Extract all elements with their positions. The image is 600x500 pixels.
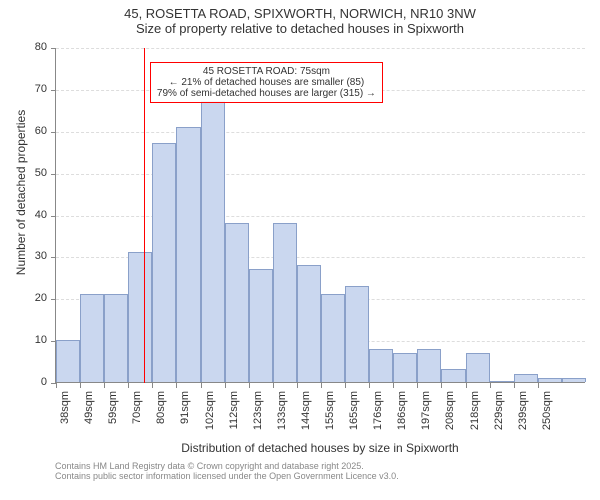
chart-title: 45, ROSETTA ROAD, SPIXWORTH, NORWICH, NR…	[0, 6, 600, 36]
histogram-bar	[56, 340, 80, 382]
x-tick	[80, 383, 81, 388]
x-tick-label: 59sqm	[107, 391, 119, 441]
x-tick-label: 197sqm	[420, 391, 432, 441]
x-tick	[321, 383, 322, 388]
x-tick-label: 112sqm	[228, 391, 240, 441]
y-tick	[51, 132, 56, 133]
x-tick-label: 70sqm	[131, 391, 143, 441]
marker-annotation: 45 ROSETTA ROAD: 75sqm← 21% of detached …	[150, 62, 383, 103]
attribution-line-2: Contains public sector information licen…	[55, 471, 399, 481]
histogram-bar	[273, 223, 297, 382]
x-tick-label: 218sqm	[469, 391, 481, 441]
x-tick	[490, 383, 491, 388]
histogram-bar	[297, 265, 321, 382]
y-tick-label: 60	[35, 125, 47, 137]
y-tick-label: 40	[35, 209, 47, 221]
x-tick	[466, 383, 467, 388]
histogram-bar	[562, 378, 586, 382]
x-tick-label: 208sqm	[444, 391, 456, 441]
x-tick	[345, 383, 346, 388]
x-tick	[441, 383, 442, 388]
x-tick-label: 49sqm	[83, 391, 95, 441]
y-tick	[51, 299, 56, 300]
grid-line	[56, 132, 585, 133]
x-tick-label: 91sqm	[179, 391, 191, 441]
x-tick-label: 80sqm	[155, 391, 167, 441]
x-tick-label: 186sqm	[396, 391, 408, 441]
histogram-bar	[225, 223, 249, 382]
title-line-1: 45, ROSETTA ROAD, SPIXWORTH, NORWICH, NR…	[0, 6, 600, 21]
histogram-bar	[417, 349, 441, 383]
y-tick	[51, 257, 56, 258]
x-tick-label: 102sqm	[204, 391, 216, 441]
x-tick	[273, 383, 274, 388]
y-tick-label: 10	[35, 334, 47, 346]
x-tick-label: 229sqm	[493, 391, 505, 441]
annotation-line: 45 ROSETTA ROAD: 75sqm	[157, 66, 376, 77]
histogram-bar	[80, 294, 104, 382]
x-tick	[514, 383, 515, 388]
grid-line	[56, 174, 585, 175]
x-tick	[128, 383, 129, 388]
y-tick-label: 70	[35, 83, 47, 95]
histogram-bar	[152, 143, 176, 382]
y-tick-label: 80	[35, 41, 47, 53]
y-tick-label: 0	[41, 376, 47, 388]
x-tick	[152, 383, 153, 388]
x-tick-label: 165sqm	[348, 391, 360, 441]
y-tick-label: 50	[35, 167, 47, 179]
histogram-bar	[104, 294, 128, 382]
histogram-bar	[393, 353, 417, 382]
marker-line	[144, 48, 145, 383]
x-tick	[225, 383, 226, 388]
y-tick	[51, 90, 56, 91]
grid-line	[56, 216, 585, 217]
y-axis-label: Number of detached properties	[14, 25, 28, 360]
x-tick-label: 144sqm	[300, 391, 312, 441]
x-tick	[249, 383, 250, 388]
x-tick-label: 239sqm	[517, 391, 529, 441]
histogram-bar	[490, 381, 514, 382]
x-tick-label: 133sqm	[276, 391, 288, 441]
histogram-bar	[441, 369, 465, 382]
histogram-bar	[128, 252, 152, 382]
x-tick	[369, 383, 370, 388]
histogram-bar	[538, 378, 562, 382]
plot-area: 45 ROSETTA ROAD: 75sqm← 21% of detached …	[55, 48, 585, 383]
x-tick	[104, 383, 105, 388]
x-axis-label: Distribution of detached houses by size …	[55, 441, 585, 455]
x-tick	[297, 383, 298, 388]
histogram-bar	[514, 374, 538, 382]
x-tick	[393, 383, 394, 388]
histogram-bar	[345, 286, 369, 382]
histogram-bar	[249, 269, 273, 382]
attribution-line-1: Contains HM Land Registry data © Crown c…	[55, 461, 399, 471]
x-tick	[538, 383, 539, 388]
histogram-bar	[201, 101, 225, 382]
x-tick	[201, 383, 202, 388]
x-tick	[417, 383, 418, 388]
x-tick-label: 38sqm	[59, 391, 71, 441]
attribution: Contains HM Land Registry data © Crown c…	[55, 461, 399, 481]
x-tick-label: 123sqm	[252, 391, 264, 441]
histogram-bar	[466, 353, 490, 382]
histogram-bar	[321, 294, 345, 382]
title-line-2: Size of property relative to detached ho…	[0, 21, 600, 36]
y-tick-label: 30	[35, 250, 47, 262]
histogram-bar	[369, 349, 393, 383]
histogram-bar	[176, 127, 200, 382]
x-tick-label: 176sqm	[372, 391, 384, 441]
x-tick	[56, 383, 57, 388]
y-tick	[51, 48, 56, 49]
x-tick-label: 250sqm	[541, 391, 553, 441]
grid-line	[56, 48, 585, 49]
annotation-line: ← 21% of detached houses are smaller (85…	[157, 77, 376, 88]
x-tick	[176, 383, 177, 388]
y-tick	[51, 174, 56, 175]
annotation-line: 79% of semi-detached houses are larger (…	[157, 88, 376, 99]
x-tick-label: 155sqm	[324, 391, 336, 441]
y-tick	[51, 216, 56, 217]
y-tick-label: 20	[35, 292, 47, 304]
